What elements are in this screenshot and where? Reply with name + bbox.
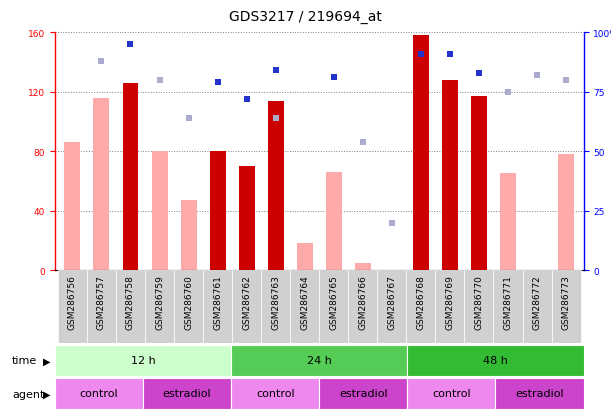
Text: GDS3217 / 219694_at: GDS3217 / 219694_at (229, 10, 382, 24)
Bar (203, 271, 232, 343)
Bar (558, 155, 574, 271)
Text: GSM286762: GSM286762 (242, 274, 251, 329)
Bar (231, 345, 408, 376)
Bar (522, 271, 552, 343)
Text: time: time (12, 356, 37, 366)
Text: GSM286771: GSM286771 (503, 274, 513, 329)
Bar (87, 271, 116, 343)
Text: GSM286761: GSM286761 (213, 274, 222, 329)
Text: estradiol: estradiol (515, 388, 564, 399)
Bar (408, 345, 584, 376)
Bar (496, 378, 584, 409)
Bar (210, 152, 225, 271)
Bar (406, 271, 436, 343)
Bar (268, 101, 284, 271)
Text: GSM286759: GSM286759 (155, 274, 164, 329)
Text: agent: agent (12, 389, 45, 399)
Text: ▶: ▶ (43, 356, 50, 366)
Text: GSM286769: GSM286769 (445, 274, 455, 329)
Text: control: control (432, 388, 470, 399)
Text: GSM286767: GSM286767 (387, 274, 397, 329)
Text: GSM286768: GSM286768 (416, 274, 425, 329)
Bar (143, 378, 231, 409)
Text: GSM286773: GSM286773 (562, 274, 571, 329)
Bar (378, 271, 406, 343)
Bar (326, 173, 342, 271)
Bar (174, 271, 203, 343)
Bar (181, 201, 197, 271)
Text: GSM286764: GSM286764 (300, 274, 309, 329)
Text: GSM286763: GSM286763 (271, 274, 280, 329)
Bar (464, 271, 494, 343)
Bar (494, 271, 522, 343)
Text: GSM286770: GSM286770 (475, 274, 483, 329)
Text: 12 h: 12 h (131, 355, 155, 366)
Bar (348, 271, 378, 343)
Text: estradiol: estradiol (339, 388, 387, 399)
Bar (232, 271, 261, 343)
Bar (471, 97, 487, 271)
Bar (64, 143, 81, 271)
Text: control: control (256, 388, 295, 399)
Bar (320, 378, 408, 409)
Bar (442, 81, 458, 271)
Text: GSM286765: GSM286765 (329, 274, 338, 329)
Text: 24 h: 24 h (307, 355, 332, 366)
Bar (319, 271, 348, 343)
Bar (55, 378, 143, 409)
Bar (436, 271, 464, 343)
Bar (552, 271, 580, 343)
Text: control: control (79, 388, 119, 399)
Text: ▶: ▶ (43, 389, 50, 399)
Bar (116, 271, 145, 343)
Bar (93, 98, 109, 271)
Bar (152, 152, 167, 271)
Text: GSM286757: GSM286757 (97, 274, 106, 329)
Bar (413, 36, 429, 271)
Bar (231, 378, 319, 409)
Text: GSM286766: GSM286766 (358, 274, 367, 329)
Bar (123, 83, 139, 271)
Bar (58, 271, 87, 343)
Bar (500, 174, 516, 271)
Text: GSM286758: GSM286758 (126, 274, 135, 329)
Text: 48 h: 48 h (483, 355, 508, 366)
Text: GSM286756: GSM286756 (68, 274, 77, 329)
Text: estradiol: estradiol (163, 388, 211, 399)
Bar (290, 271, 319, 343)
Bar (297, 244, 313, 271)
Bar (145, 271, 174, 343)
Bar (55, 345, 231, 376)
Bar (261, 271, 290, 343)
Bar (408, 378, 496, 409)
Text: GSM286772: GSM286772 (533, 274, 541, 329)
Text: GSM286760: GSM286760 (184, 274, 193, 329)
Bar (355, 263, 371, 271)
Bar (239, 166, 255, 271)
